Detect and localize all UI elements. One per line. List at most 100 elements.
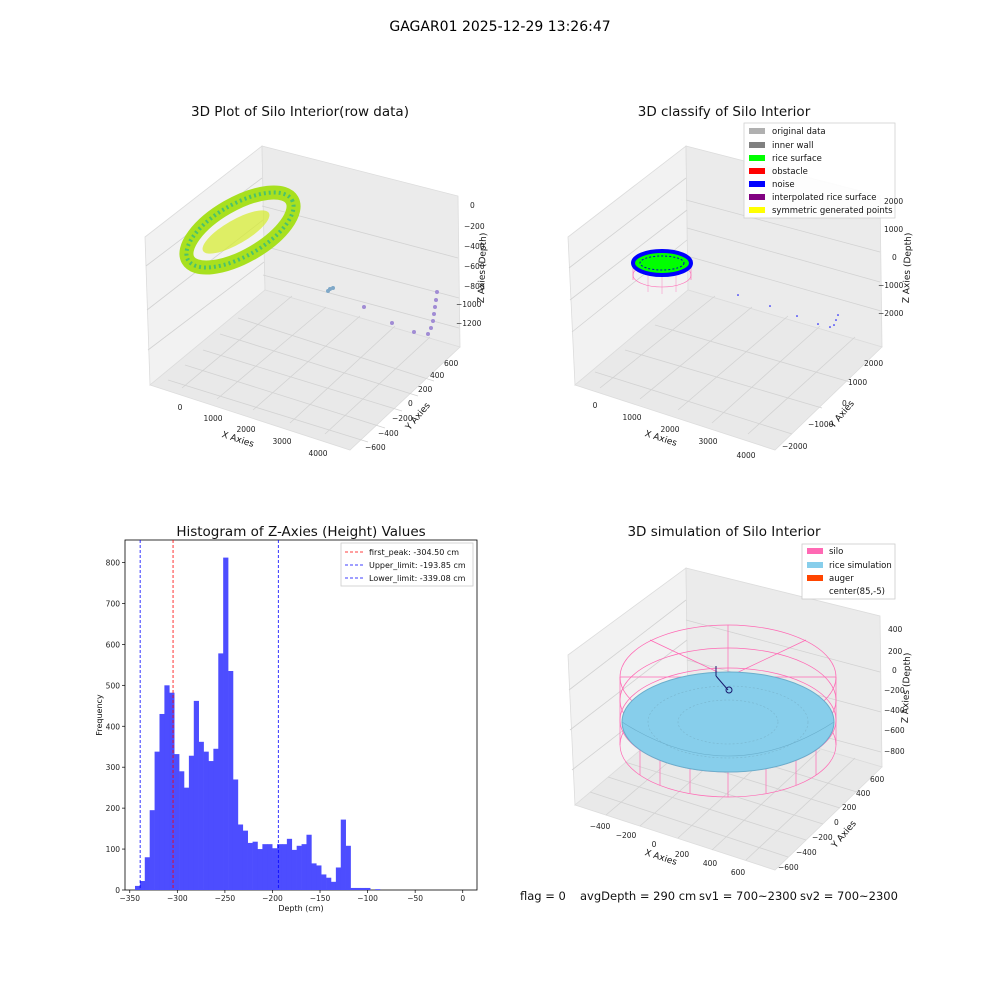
histogram-x-tick-label: −150 [310, 894, 331, 903]
histogram-bar [311, 863, 317, 890]
histogram-bar [301, 844, 307, 890]
classify-z-tick: 1000 [884, 225, 903, 234]
histogram-bar [291, 849, 297, 890]
histogram-y-tick-label: 200 [106, 804, 121, 813]
histogram-bar [242, 830, 248, 890]
histogram-bar [281, 844, 288, 890]
legend-interpolated: interpolated rice surface [772, 193, 877, 203]
classify-z-tick: −2000 [878, 309, 904, 318]
histogram-y-tick-label: 0 [115, 886, 120, 895]
histogram-x-tick-label: −50 [407, 894, 423, 903]
histogram-bar [272, 848, 278, 890]
simulation-z-label: Z Axies (Depth) [901, 653, 913, 724]
histogram-y-ticks: 0 100 200 300 400 500 600 700 800 [106, 559, 125, 895]
auger [715, 666, 733, 694]
classify-z-label: Z Axies (Depth) [902, 233, 914, 304]
histogram-bar [188, 755, 195, 890]
classify-z-ticks: 2000 1000 0 −1000 −2000 [878, 197, 904, 318]
histogram-y-tick-label: 800 [106, 559, 121, 568]
simulation-y-ticks: −600 −400 −200 0 200 400 600 [778, 775, 885, 872]
classify-y-tick: 0 [842, 399, 847, 408]
classify-y-tick: −2000 [782, 442, 808, 451]
histogram-y-tick-label: 300 [106, 763, 121, 772]
legend-silo: silo [829, 547, 843, 557]
simulation-x-tick: 400 [703, 859, 718, 868]
histogram-bar [365, 887, 371, 890]
histogram-bar [139, 880, 146, 890]
raw-x-tick: 1000 [203, 414, 222, 423]
histogram-bars [134, 557, 381, 890]
histogram-bar [247, 842, 253, 890]
histogram-legend: first_peak: -304.50 cm Upper_limit: -193… [340, 542, 474, 587]
classify-x-tick: 1000 [622, 413, 641, 422]
simulation-z-tick: 200 [888, 647, 903, 656]
simulation-x-tick: −400 [590, 822, 611, 831]
classify-z-tick: 2000 [884, 197, 903, 206]
histogram-bar [164, 685, 170, 890]
raw-z-tick: −600 [464, 262, 485, 271]
footer-sv2: sv2 = 700~2300 [800, 889, 898, 903]
raw-z-ticks: 0 −200 −400 −600 −800 −1000 −1200 [456, 201, 485, 328]
legend-rice-simulation: rice simulation [829, 561, 892, 571]
histogram-bar [134, 885, 141, 890]
raw-y-tick: 0 [408, 399, 413, 408]
raw-y-tick: 400 [430, 371, 445, 380]
histogram-bar [340, 819, 346, 890]
histogram-x-tick-label: −300 [167, 894, 188, 903]
raw-z-tick: 0 [470, 201, 475, 210]
legend-swatch-original [749, 128, 765, 134]
legend-center: center(85,-5) [829, 587, 885, 597]
histogram-bar [218, 653, 224, 890]
raw-y-tick: −600 [365, 443, 386, 452]
legend-swatch-auger [807, 575, 823, 581]
legend-original-data: original data [772, 127, 826, 137]
histogram-bar [355, 887, 361, 890]
raw-y-tick: −400 [378, 429, 399, 438]
histogram-bar [198, 741, 204, 890]
histogram-x-tick-label: −350 [119, 894, 140, 903]
histogram-x-tick-label: −250 [215, 894, 236, 903]
legend-swatch-silo [807, 548, 823, 554]
footer-flag: flag = 0 [520, 889, 566, 903]
classify-z-tick: 0 [892, 253, 897, 262]
classify-x-tick: 2000 [660, 425, 679, 434]
histogram-bar [208, 761, 214, 890]
simulation-x-tick: 200 [675, 850, 690, 859]
raw-z-tick: −1200 [456, 319, 482, 328]
simulation-z-tick: 400 [888, 625, 903, 634]
legend-swatch-symmetric [749, 207, 765, 213]
simulation-y-tick: 0 [834, 818, 839, 827]
figure-title: GAGAR01 2025-12-29 13:26:47 [389, 19, 610, 35]
legend-auger: auger [829, 574, 854, 584]
raw-x-tick: 0 [178, 403, 183, 412]
classify-y-tick: 2000 [864, 359, 883, 368]
footer-avg-depth: avgDepth = 290 cm [580, 889, 696, 903]
histogram-bar [326, 877, 332, 890]
histogram-bar [330, 881, 337, 890]
histogram-bar [286, 838, 293, 890]
raw-y-tick: 600 [444, 359, 459, 368]
histogram-y-label: Frequency [95, 694, 104, 736]
legend-lower-limit: Lower_limit: -339.08 cm [369, 574, 466, 583]
histogram-bar [237, 824, 244, 890]
histogram-y-tick-label: 500 [106, 681, 121, 690]
simulation-z-tick: −400 [884, 706, 905, 715]
classify-y-ticks: −2000 −1000 0 1000 2000 [782, 359, 883, 451]
axes-box-classify [567, 145, 883, 451]
histogram-bar [267, 844, 273, 890]
histogram-bar [345, 845, 351, 890]
simulation-y-tick: −400 [796, 848, 817, 857]
legend-upper-limit: Upper_limit: -193.85 cm [369, 561, 466, 570]
raw-y-tick: 200 [418, 385, 433, 394]
simulation-x-label: X Axies [643, 848, 678, 868]
legend-swatch-rice-surface [749, 155, 765, 161]
histogram-bar [277, 844, 283, 890]
histogram-bar [223, 557, 229, 890]
raw-x-tick: 4000 [308, 449, 327, 458]
histogram-y-tick-label: 100 [106, 845, 121, 854]
legend-obstacle: obstacle [772, 167, 808, 177]
legend-swatch-obstacle [749, 168, 765, 174]
simulation-z-tick: −800 [884, 747, 905, 756]
classify-z-tick: −1000 [878, 281, 904, 290]
